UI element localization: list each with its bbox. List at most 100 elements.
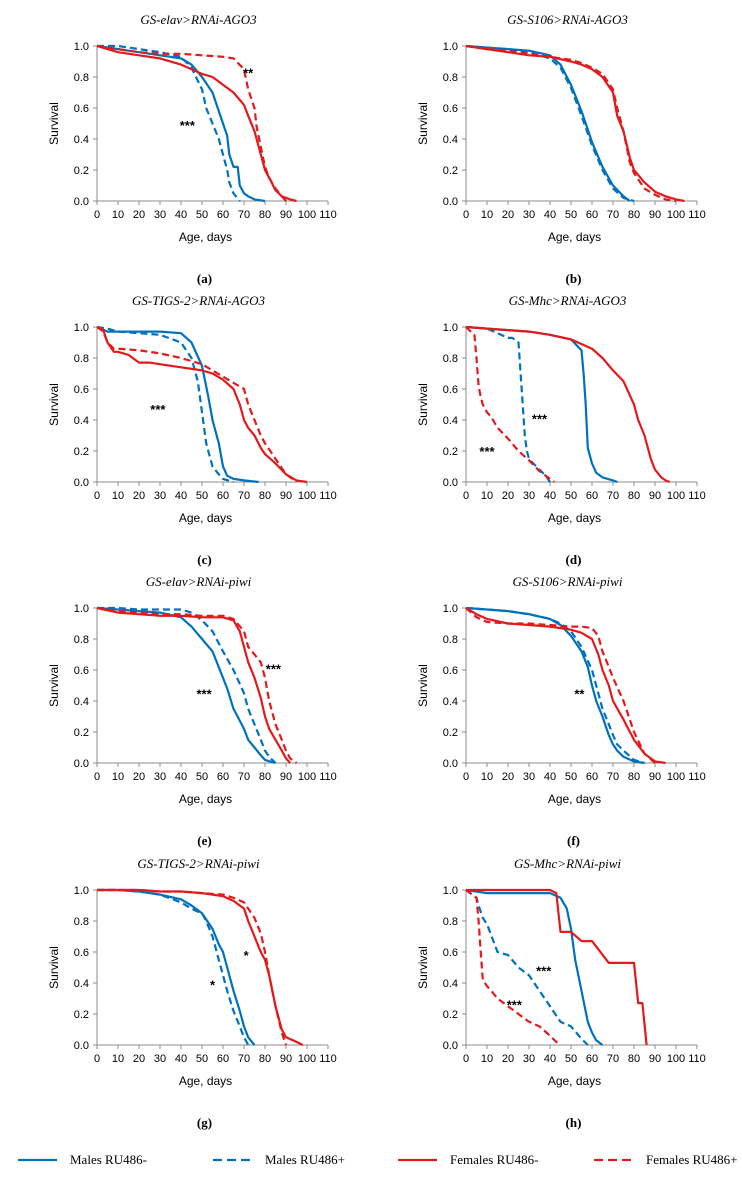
series-line-males-ru486- [97, 606, 277, 764]
y-tick-label: 0.2 [443, 1009, 458, 1021]
x-tick-label: 70 [238, 490, 250, 502]
x-tick-label: 70 [238, 209, 250, 221]
x-tick-label: 10 [481, 490, 493, 502]
series-line-males-ru486- [97, 44, 241, 202]
series-line-females-ru486- [465, 44, 685, 203]
x-tick-label: 110 [688, 490, 706, 502]
x-axis-label: Age, days [179, 1074, 232, 1088]
chart-panel-e: GS-elav>RNAi-piwi 0.0 0.2 0.4 0.6 0.8 1.0 0 10 20… [47, 574, 337, 848]
x-tick-label: 110 [319, 771, 337, 783]
x-axis-label: Age, days [548, 230, 601, 244]
x-tick-label: 0 [463, 209, 469, 221]
x-tick-label: 20 [502, 490, 514, 502]
x-tick-label: 70 [238, 1053, 250, 1065]
x-tick-label: 100 [667, 209, 685, 221]
x-tick-label: 40 [175, 490, 187, 502]
x-tick-label: 0 [463, 771, 469, 783]
series-line-males-ru486- [96, 44, 266, 203]
series-line-females-ru486- [466, 888, 648, 1046]
x-tick-label: 40 [175, 209, 187, 221]
y-tick-label: 0.4 [443, 415, 458, 427]
y-tick-label: 0.8 [74, 634, 89, 646]
x-tick-label: 100 [667, 490, 685, 502]
x-axis-label: Age, days [179, 230, 232, 244]
x-tick-label: 80 [628, 490, 640, 502]
x-tick-label: 30 [523, 490, 535, 502]
legend: Males RU486- Males RU486+ Females RU486- Fe… [18, 1152, 737, 1167]
series-line-females-ru486- [465, 607, 656, 764]
chart-title: GS-TIGS-2>RNAi-piwi [137, 856, 260, 871]
y-tick-label: 0.0 [443, 758, 458, 770]
x-tick-label: 20 [133, 771, 145, 783]
x-tick-label: 90 [649, 1053, 661, 1065]
significance-annotation: ** [243, 65, 254, 80]
chart-title: GS-S106>RNAi-piwi [513, 574, 623, 589]
legend-label: Females RU486+ [646, 1152, 737, 1167]
significance-annotation: ** [574, 686, 585, 701]
y-tick-label: 0.0 [443, 477, 458, 489]
y-tick-label: 0.6 [74, 103, 89, 115]
significance-annotation: * [244, 948, 250, 963]
x-tick-label: 40 [544, 1053, 556, 1065]
y-axis-label: Survival [47, 664, 61, 707]
chart-panel-b: GS-S106>RNAi-AGO3 0.0 0.2 0.4 0.6 0.8 1.0 0 10 20… [416, 12, 706, 286]
x-tick-label: 30 [523, 209, 535, 221]
y-axis-label: Survival [47, 383, 61, 426]
x-tick-label: 70 [238, 771, 250, 783]
series-line-females-ru486- [96, 606, 298, 764]
panel-letter: (h) [566, 1115, 582, 1130]
y-axis-label: Survival [47, 102, 61, 145]
x-tick-label: 20 [133, 490, 145, 502]
y-tick-label: 0.0 [74, 758, 89, 770]
y-tick-label: 0.6 [443, 665, 458, 677]
x-tick-label: 0 [463, 490, 469, 502]
y-tick-label: 0.8 [74, 72, 89, 84]
x-tick-label: 10 [481, 1053, 493, 1065]
x-tick-label: 50 [196, 209, 208, 221]
x-tick-label: 110 [688, 209, 706, 221]
y-tick-label: 0.2 [74, 727, 89, 739]
y-tick-label: 0.2 [74, 165, 89, 177]
y-tick-label: 1.0 [74, 885, 89, 897]
x-tick-label: 0 [94, 771, 100, 783]
chart-panel-h: GS-Mhc>RNAi-piwi 0.0 0.2 0.4 0.6 0.8 1.0 0 10 20 3… [416, 856, 706, 1130]
x-tick-label: 0 [94, 1053, 100, 1065]
y-tick-label: 1.0 [443, 885, 458, 897]
legend-item: Females RU486+ [594, 1152, 737, 1167]
significance-annotation: *** [479, 444, 495, 459]
x-tick-label: 60 [586, 490, 598, 502]
y-tick-label: 0.8 [443, 916, 458, 928]
x-tick-label: 50 [565, 771, 577, 783]
x-tick-label: 70 [607, 1053, 619, 1065]
x-tick-label: 20 [502, 771, 514, 783]
series-line-males-ru486- [465, 325, 551, 483]
series-line-males-ru486- [465, 606, 645, 765]
significance-annotation: *** [197, 686, 213, 701]
series-line-males-ru486- [97, 888, 256, 1046]
chart-title: GS-S106>RNAi-AGO3 [507, 12, 628, 27]
chart-panel-d: GS-Mhc>RNAi-AGO3 0.0 0.2 0.4 0.6 0.8 1.0 0 10 20 3… [416, 293, 706, 567]
x-tick-label: 100 [298, 490, 316, 502]
significance-annotation: *** [150, 402, 166, 417]
y-tick-label: 0.0 [443, 1040, 458, 1052]
y-tick-label: 0.6 [443, 103, 458, 115]
y-axis-label: Survival [416, 946, 430, 989]
x-tick-label: 20 [502, 1053, 514, 1065]
x-tick-label: 80 [628, 209, 640, 221]
chart-title: GS-elav>RNAi-AGO3 [140, 12, 257, 27]
x-tick-label: 60 [586, 209, 598, 221]
x-tick-label: 100 [298, 209, 316, 221]
y-tick-label: 0.8 [443, 634, 458, 646]
y-tick-label: 0.4 [443, 978, 458, 990]
x-tick-label: 90 [280, 209, 292, 221]
y-tick-label: 0.6 [74, 384, 89, 396]
x-tick-label: 10 [481, 209, 493, 221]
x-tick-label: 50 [196, 490, 208, 502]
chart-panel-c: GS-TIGS-2>RNAi-AGO3 0.0 0.2 0.4 0.6 0.8 1.0 0 10… [47, 293, 337, 567]
x-tick-label: 70 [607, 490, 619, 502]
x-tick-label: 0 [94, 490, 100, 502]
y-tick-label: 0.2 [443, 165, 458, 177]
x-tick-label: 80 [628, 771, 640, 783]
chart-panel-a: GS-elav>RNAi-AGO3 0.0 0.2 0.4 0.6 0.8 1.0 0 10 20… [47, 12, 337, 286]
significance-annotation: *** [507, 998, 523, 1013]
